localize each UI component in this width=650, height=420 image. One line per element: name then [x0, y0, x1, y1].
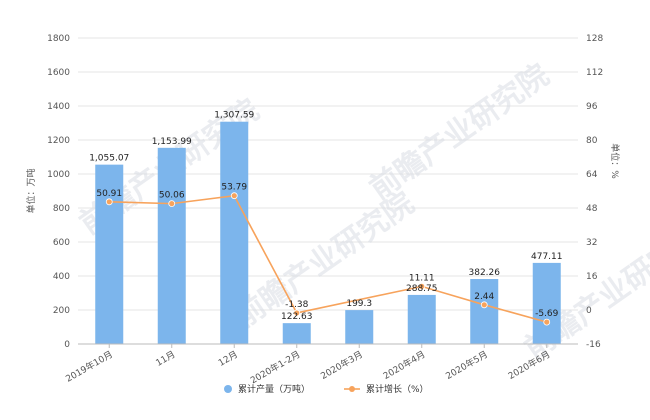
- bar-value-label: 199.3: [346, 299, 372, 309]
- y-left-tick-label: 600: [53, 238, 70, 248]
- y-left-tick-label: 1200: [47, 136, 70, 146]
- y-right-tick-label: 96: [586, 102, 598, 112]
- y-left-tick-label: 1000: [47, 170, 70, 180]
- legend-line-label: 累计增长（%）: [366, 383, 429, 395]
- x-tick-label: 2020年3月: [318, 348, 364, 382]
- watermark-text: 前瞻产业研究院: [364, 58, 556, 207]
- bar-series: [95, 121, 561, 344]
- legend-bar-swatch: [224, 385, 232, 393]
- line-point: [168, 200, 176, 208]
- bar-value-label: 477.11: [531, 252, 563, 262]
- y-right-tick-label: 48: [586, 204, 598, 214]
- y-right-tick-label: 0: [586, 306, 592, 316]
- legend-line-marker: [349, 386, 355, 392]
- line-point: [230, 192, 238, 200]
- y-right-tick-label: 64: [586, 170, 598, 180]
- y-left-axis-title: 单位：万吨: [25, 168, 37, 213]
- bar: [470, 279, 499, 344]
- x-tick-label: 12月: [217, 349, 240, 369]
- y-left-tick-label: 1800: [47, 34, 70, 44]
- legend-bar-label: 累计产量（万吨）: [238, 383, 310, 395]
- data-labels: 1,055.07 1,153.99 1,307.59 122.63 199.3 288.7…: [89, 111, 562, 322]
- bar: [220, 121, 249, 344]
- bar-value-label: 1,153.99: [152, 137, 192, 147]
- bar-value-label: 1,055.07: [89, 154, 129, 164]
- bar: [157, 147, 186, 344]
- line-point: [105, 198, 113, 206]
- x-tick-label: 2020年4月: [381, 348, 427, 382]
- y-left-tick-label: 800: [53, 204, 70, 214]
- y-left-tick-label: 400: [53, 272, 70, 282]
- bar-value-label: 1,307.59: [214, 111, 254, 121]
- y-left-tick-label: 1400: [47, 102, 70, 112]
- legend: 累计产量（万吨） 累计增长（%）: [224, 383, 429, 395]
- line-point: [293, 309, 301, 317]
- line-value-label: 11.11: [409, 273, 435, 283]
- y-right-tick-label: 128: [586, 34, 603, 44]
- line-point: [543, 318, 551, 326]
- line-value-label: 50.91: [96, 189, 122, 199]
- line-point: [480, 301, 488, 309]
- y-right-tick-label: 80: [586, 136, 598, 146]
- bar-value-label: 288.75: [406, 284, 438, 294]
- bar: [282, 323, 311, 344]
- line-value-label: 53.79: [221, 183, 247, 193]
- line-value-label: 2.44: [474, 292, 494, 302]
- y-right-tick-label: -16: [586, 340, 601, 350]
- y-left-tick-label: 1600: [47, 68, 70, 78]
- bar: [95, 164, 124, 344]
- line-value-label: -1.38: [285, 300, 309, 310]
- line-series: [105, 192, 551, 326]
- y-right-tick-label: 32: [586, 238, 597, 248]
- x-tick-label: 2020年5月: [443, 348, 489, 382]
- y-left-tick-label: 0: [64, 340, 70, 350]
- bar: [345, 310, 374, 344]
- line-point: [418, 282, 426, 290]
- bar-value-label: 382.26: [469, 268, 501, 278]
- line-value-label: -5.69: [535, 309, 559, 319]
- bar: [532, 262, 561, 344]
- y-right-axis-title: 单位：%: [609, 143, 621, 179]
- y-right-tick-label: 16: [586, 272, 598, 282]
- line-value-label: 50.06: [159, 191, 185, 201]
- bar-value-label: 122.63: [281, 312, 313, 322]
- x-tick-label: 2020年1-2月: [248, 348, 302, 386]
- y-left-tick-label: 200: [53, 306, 70, 316]
- x-tick-label: 11月: [154, 349, 177, 369]
- y-right-tick-label: 112: [586, 68, 603, 78]
- bar: [407, 294, 436, 344]
- x-tick-label: 2019年10月: [63, 348, 114, 385]
